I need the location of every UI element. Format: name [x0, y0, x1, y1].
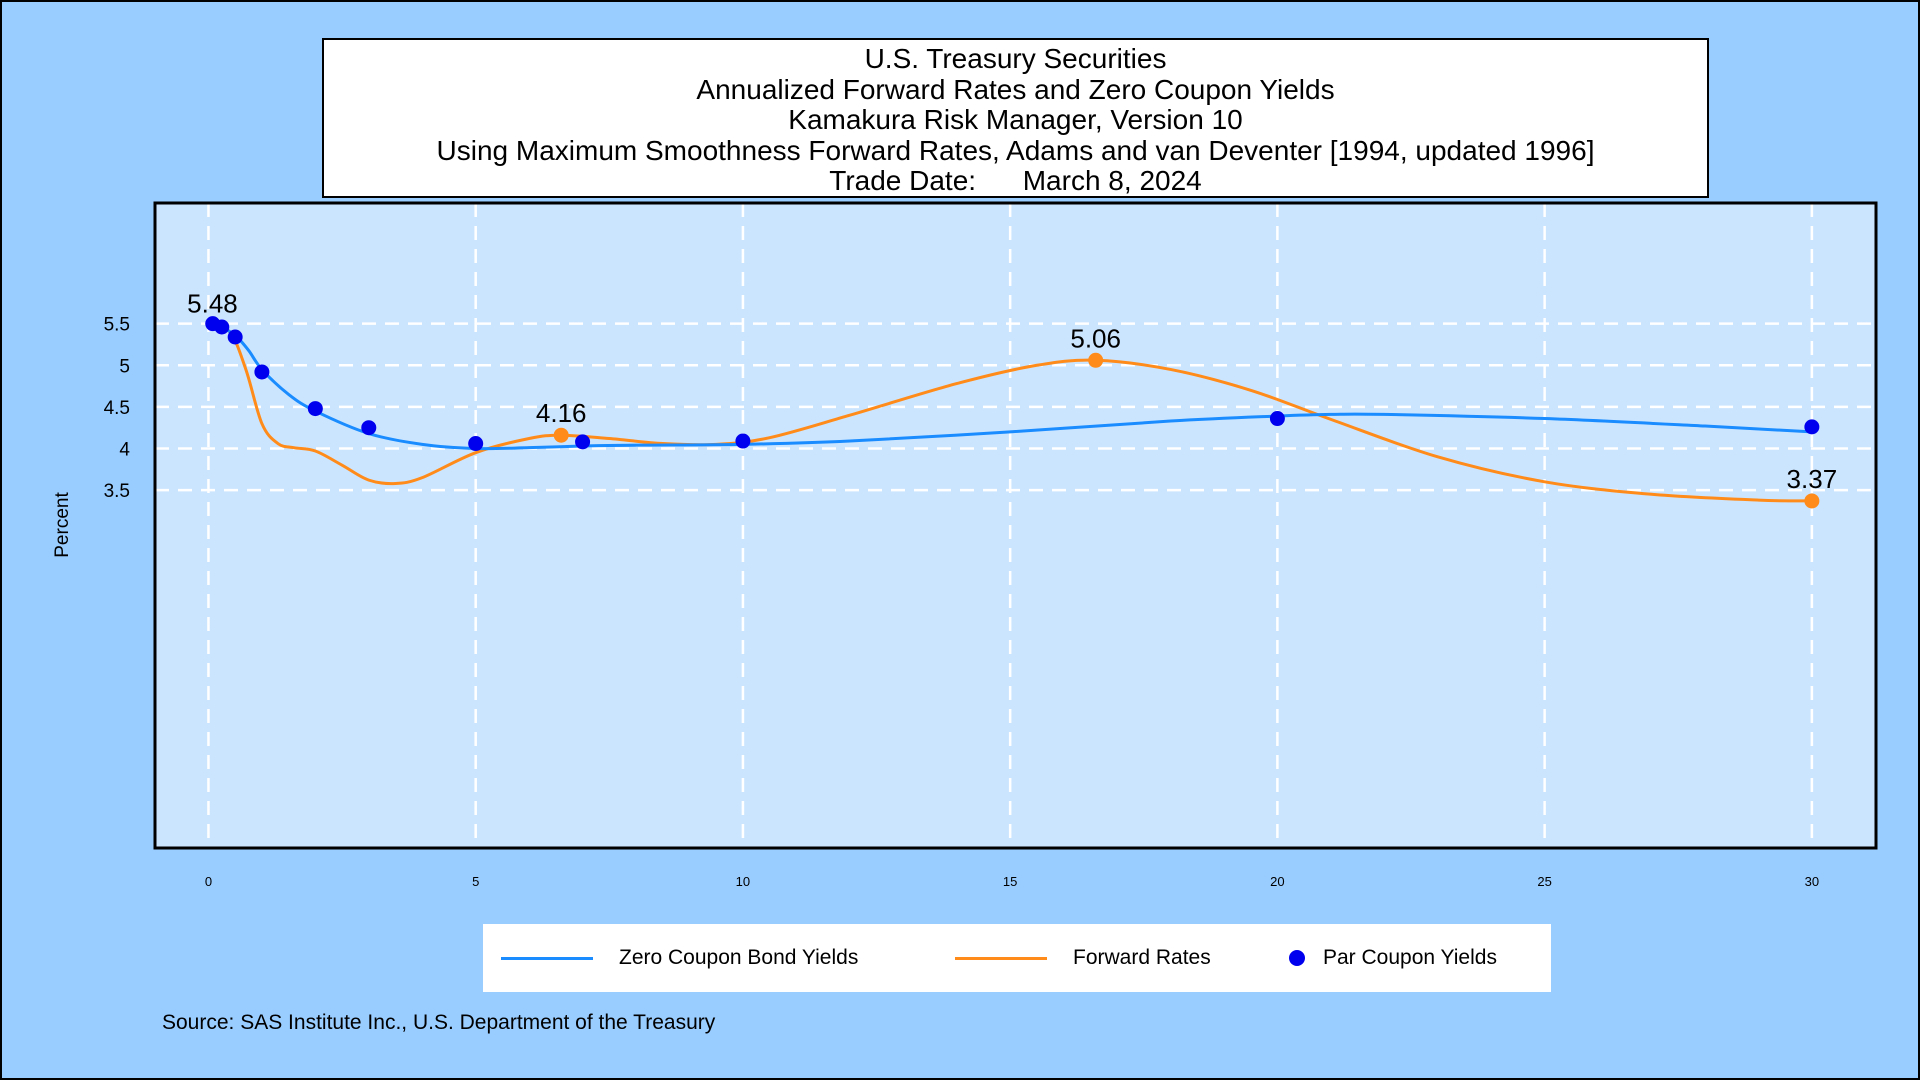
x-tick-label: 20: [1270, 874, 1284, 889]
x-tick-label: 5: [472, 874, 479, 889]
x-tick-label: 15: [1003, 874, 1017, 889]
legend-label-par: Par Coupon Yields: [1323, 946, 1497, 969]
data-label: 5.48: [187, 288, 238, 318]
y-tick-label: 5.5: [104, 315, 130, 336]
par-coupon-point: [1269, 411, 1285, 427]
y-axis-title: Percent: [52, 492, 73, 558]
legend-swatch-forward: [955, 956, 1047, 960]
title-line-3: Kamakura Risk Manager, Version 10: [788, 104, 1243, 135]
chart-title-box: U.S. Treasury Securities Annualized Forw…: [322, 38, 1709, 198]
legend-item-par: Par Coupon Yields: [1289, 924, 1497, 992]
y-tick-label: 4.5: [104, 398, 130, 419]
forward-extremum-point: [1088, 352, 1104, 368]
par-coupon-point: [254, 364, 270, 380]
legend-swatch-par: [1289, 950, 1305, 966]
title-line-1: U.S. Treasury Securities: [864, 43, 1167, 74]
data-label: 4.16: [536, 398, 587, 428]
par-coupon-point: [307, 401, 323, 417]
forward-extremum-point: [1804, 493, 1820, 509]
legend-label-forward: Forward Rates: [1073, 946, 1211, 969]
plot-border: [153, 201, 1878, 850]
plot-area: [155, 203, 1876, 848]
x-tick-label: 0: [205, 874, 212, 889]
x-tick-label: 30: [1805, 874, 1819, 889]
data-label: 3.37: [1787, 464, 1838, 494]
data-label: 5.06: [1070, 323, 1121, 353]
par-coupon-point: [214, 319, 230, 335]
forward-extremum-point: [553, 427, 569, 443]
legend-item-zero: Zero Coupon Bond Yields: [501, 924, 858, 992]
x-tick-label: 25: [1537, 874, 1551, 889]
par-coupon-point: [735, 433, 751, 449]
legend-label-zero: Zero Coupon Bond Yields: [619, 946, 859, 969]
par-coupon-point: [361, 420, 377, 436]
x-tick-label: 10: [736, 874, 750, 889]
par-coupon-point: [575, 434, 591, 450]
legend: Zero Coupon Bond Yields Forward Rates Pa…: [483, 924, 1551, 992]
title-line-2: Annualized Forward Rates and Zero Coupon…: [696, 73, 1335, 105]
legend-swatch-zero: [501, 956, 593, 960]
legend-item-forward: Forward Rates: [955, 924, 1211, 992]
source-note: Source: SAS Institute Inc., U.S. Departm…: [162, 1011, 716, 1034]
y-tick-label: 5: [119, 356, 130, 377]
par-coupon-point: [468, 436, 484, 452]
title-line-4: Using Maximum Smoothness Forward Rates, …: [436, 134, 1595, 166]
y-tick-label: 3.5: [104, 481, 130, 502]
par-coupon-point: [227, 329, 243, 345]
y-tick-label: 4: [119, 440, 130, 461]
par-coupon-point: [1804, 419, 1820, 435]
title-line-5: Trade Date: March 8, 2024: [829, 165, 1202, 196]
